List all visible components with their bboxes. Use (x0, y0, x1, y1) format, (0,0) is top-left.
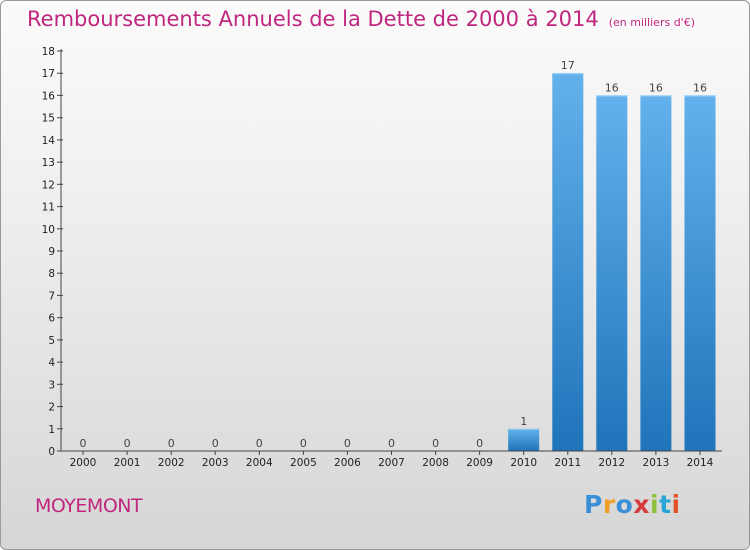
x-label-2009: 2009 (466, 457, 493, 469)
value-label-2009: 0 (476, 437, 483, 450)
x-label-2004: 2004 (246, 457, 273, 469)
x-label-2005: 2005 (290, 457, 317, 469)
y-label-4: 4 (48, 357, 55, 369)
bar-2014 (684, 95, 716, 452)
y-label-2: 2 (48, 402, 55, 414)
x-label-2001: 2001 (114, 457, 141, 469)
x-label-2011: 2011 (554, 457, 581, 469)
bar-2011 (552, 73, 584, 451)
logo-letter: r (602, 490, 616, 519)
y-label-10: 10 (42, 224, 55, 236)
bars-layer (508, 73, 716, 452)
logo-letter: o (615, 490, 634, 519)
x-label-2006: 2006 (334, 457, 361, 469)
y-label-1: 1 (48, 424, 55, 436)
x-label-2010: 2010 (510, 457, 537, 469)
value-label-2002: 0 (168, 437, 175, 450)
value-label-2011: 17 (561, 59, 575, 72)
x-label-2008: 2008 (422, 457, 449, 469)
value-label-2013: 16 (649, 81, 663, 94)
title-row: Remboursements Annuels de la Dette de 20… (27, 7, 695, 31)
y-label-12: 12 (42, 179, 55, 191)
value-label-2012: 16 (605, 81, 619, 94)
chart-unit-note: (en milliers d'€) (608, 16, 695, 29)
logo-letter: P (584, 490, 603, 519)
y-label-13: 13 (42, 157, 55, 169)
y-label-7: 7 (48, 290, 55, 302)
logo-letter: t (659, 490, 672, 519)
bar-top-highlight-2014 (684, 95, 716, 97)
y-label-9: 9 (48, 246, 55, 258)
y-label-15: 15 (42, 113, 55, 125)
x-label-2012: 2012 (598, 457, 625, 469)
bar-2012 (596, 95, 628, 452)
x-label-2003: 2003 (202, 457, 229, 469)
y-label-17: 17 (42, 68, 55, 80)
bar-2010 (508, 428, 540, 451)
value-label-2010: 1 (520, 415, 527, 428)
bar-top-highlight-2011 (552, 73, 584, 75)
logo-letter: i (671, 490, 681, 519)
y-label-16: 16 (42, 90, 56, 102)
y-label-0: 0 (48, 446, 55, 458)
value-label-2006: 0 (344, 437, 351, 450)
x-label-2014: 2014 (687, 457, 714, 469)
value-label-2004: 0 (256, 437, 263, 450)
bar-top-highlight-2013 (640, 95, 672, 97)
value-label-2014: 16 (693, 81, 707, 94)
proxiti-logo: Proxiti (584, 490, 681, 519)
value-label-2008: 0 (432, 437, 439, 450)
value-label-2005: 0 (300, 437, 307, 450)
bar-top-highlight-2012 (596, 95, 628, 97)
logo-letter: x (633, 490, 650, 519)
y-label-11: 11 (42, 202, 55, 214)
bar-top-highlight-2010 (508, 428, 540, 430)
labels-layer: 0200002001020020200302004020050200602007… (42, 46, 714, 469)
value-label-2001: 0 (124, 437, 131, 450)
y-label-14: 14 (42, 135, 56, 147)
y-label-18: 18 (42, 46, 55, 58)
bar-2013 (640, 95, 672, 452)
value-label-2000: 0 (80, 437, 87, 450)
x-label-2007: 2007 (378, 457, 405, 469)
value-label-2007: 0 (388, 437, 395, 450)
logo-letter: i (650, 490, 660, 519)
x-label-2002: 2002 (158, 457, 185, 469)
y-label-3: 3 (48, 379, 55, 391)
x-label-2000: 2000 (70, 457, 97, 469)
y-label-6: 6 (48, 313, 55, 325)
commune-name: MOYEMONT (35, 495, 143, 517)
chart-title: Remboursements Annuels de la Dette de 20… (27, 7, 599, 31)
axes-layer (57, 49, 722, 455)
y-label-8: 8 (48, 268, 55, 280)
value-label-2003: 0 (212, 437, 219, 450)
y-label-5: 5 (48, 335, 55, 347)
x-label-2013: 2013 (643, 457, 670, 469)
